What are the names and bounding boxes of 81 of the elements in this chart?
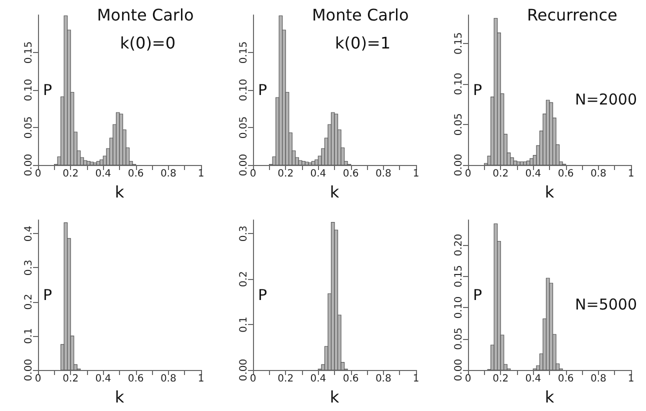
y-tick-label: 0.10 bbox=[454, 72, 464, 96]
annotation: N=2000 bbox=[575, 90, 638, 108]
y-tick-label: 0.4 bbox=[24, 226, 34, 242]
y-tick-label: 0.05 bbox=[454, 328, 464, 350]
text: k(0)=0 bbox=[120, 34, 176, 52]
x-tick-label: 1 bbox=[628, 374, 634, 384]
x-axis-title: k bbox=[114, 182, 125, 202]
x-tick-label: 1 bbox=[412, 374, 420, 384]
y-tick-label: 0.05 bbox=[238, 116, 250, 139]
x-tick-label: 0.6 bbox=[342, 374, 359, 384]
y-tick-label: 0.15 bbox=[454, 32, 464, 55]
x-tick-label: 0.2 bbox=[492, 374, 509, 384]
x-tick-label: 0 bbox=[34, 168, 42, 180]
x-tick-label: 0.2 bbox=[278, 374, 294, 384]
x-tick-label: 0.2 bbox=[492, 168, 509, 180]
y-axis-title: P bbox=[42, 81, 52, 99]
y-tick-label: 0.00 bbox=[24, 358, 34, 382]
y-axis-title: P bbox=[42, 286, 52, 304]
x-tick-label: 0 bbox=[250, 374, 256, 384]
x-tick-label: 0.8 bbox=[160, 374, 176, 384]
x-tick-label: 0.6 bbox=[128, 374, 144, 384]
annotation: N=5000 bbox=[575, 296, 638, 314]
chart-title: Recurrence bbox=[527, 6, 618, 24]
chart-title: Monte Carlo bbox=[312, 6, 409, 24]
y-tick-label: 0.00 bbox=[454, 358, 464, 382]
y-tick-label: 0.1 bbox=[238, 316, 250, 332]
x-tick-label: 1 bbox=[198, 168, 204, 180]
y-tick-label: 0.10 bbox=[454, 296, 464, 319]
y-axis-title: P bbox=[472, 286, 482, 304]
x-axis-title: k bbox=[330, 182, 340, 202]
x-tick-label: 0.4 bbox=[95, 374, 112, 384]
text: k(0)=1 bbox=[335, 34, 391, 52]
y-axis-title: P bbox=[258, 286, 267, 304]
x-axis-title: k bbox=[114, 388, 125, 406]
x-tick-label: 0.2 bbox=[278, 168, 294, 180]
x-tick-label: 0.8 bbox=[590, 374, 606, 384]
x-tick-label: 0.8 bbox=[375, 374, 392, 384]
y-tick-label: 0.00 bbox=[454, 154, 464, 176]
x-tick-label: 1 bbox=[628, 168, 634, 180]
chart-title: Monte Carlo bbox=[97, 6, 194, 24]
y-tick-label: 0.1 bbox=[24, 328, 34, 344]
y-tick-label: 0.3 bbox=[24, 260, 34, 276]
x-tick-label: 0.8 bbox=[590, 168, 606, 180]
x-tick-label: 0.4 bbox=[310, 374, 326, 384]
y-tick-label: 0.3 bbox=[238, 226, 250, 242]
y-tick-label: 0.10 bbox=[238, 78, 250, 102]
x-axis-title: k bbox=[544, 182, 555, 202]
x-tick-label: 0.8 bbox=[375, 168, 392, 180]
x-tick-label: 0.2 bbox=[62, 374, 79, 384]
x-tick-label: 0.6 bbox=[128, 168, 144, 180]
x-tick-label: 0.6 bbox=[558, 374, 574, 384]
x-tick-label: 0.4 bbox=[310, 168, 326, 180]
x-tick-label: 1 bbox=[412, 168, 420, 180]
y-axis-title: P bbox=[472, 81, 482, 99]
x-tick-label: 0 bbox=[464, 374, 472, 384]
x-tick-label: 1 bbox=[198, 374, 204, 384]
y-tick-label: 0.15 bbox=[454, 265, 464, 288]
y-tick-label: 0.05 bbox=[24, 116, 34, 139]
x-tick-label: 0.6 bbox=[342, 168, 359, 180]
x-tick-label: 0.4 bbox=[525, 168, 542, 180]
x-axis-title: k bbox=[330, 388, 340, 406]
y-axis-title: P bbox=[258, 81, 267, 99]
x-tick-label: 0.4 bbox=[95, 168, 112, 180]
x-tick-label: 0.4 bbox=[525, 374, 542, 384]
x-tick-label: 0 bbox=[464, 168, 472, 180]
y-tick-label: 0.05 bbox=[454, 113, 464, 136]
y-tick-label: 0.2 bbox=[24, 294, 34, 310]
y-tick-label: 0.00 bbox=[24, 154, 34, 176]
x-tick-label: 0 bbox=[250, 168, 256, 180]
y-tick-label: 0.10 bbox=[24, 78, 34, 102]
x-tick-label: 0.6 bbox=[558, 168, 574, 180]
y-tick-label: 0.00 bbox=[238, 154, 250, 176]
x-tick-label: 0 bbox=[34, 374, 42, 384]
y-tick-label: 0.15 bbox=[238, 41, 250, 64]
x-tick-label: 0.2 bbox=[62, 168, 79, 180]
y-tick-label: 0.2 bbox=[238, 271, 250, 288]
x-axis-title: k bbox=[544, 388, 555, 406]
y-tick-label: 0.15 bbox=[24, 41, 34, 64]
x-tick-label: 0.8 bbox=[160, 168, 176, 180]
y-tick-label: 0.00 bbox=[238, 358, 250, 382]
y-tick-label: 0.20 bbox=[454, 234, 464, 256]
